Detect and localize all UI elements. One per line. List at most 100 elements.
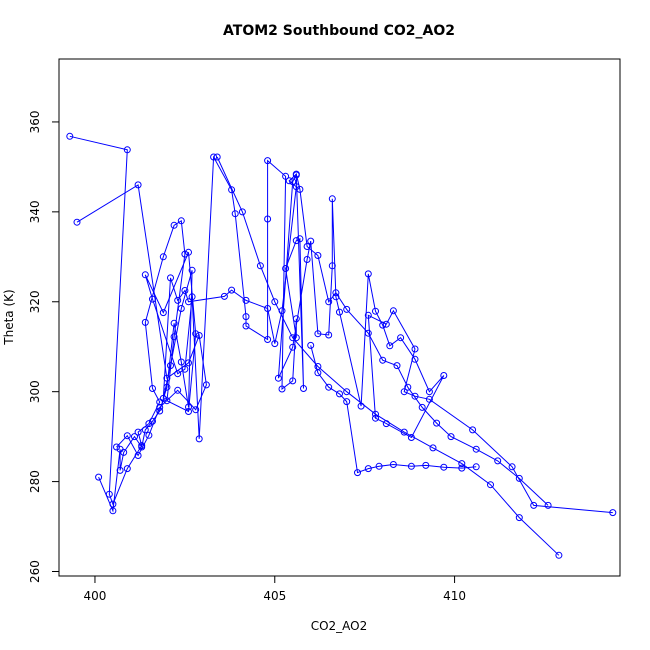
series-line: [76, 184, 207, 457]
data-point: [386, 342, 394, 350]
data-point: [343, 398, 351, 406]
data-point: [472, 445, 480, 453]
y-axis: 260 280 300 320 340 360: [28, 110, 59, 583]
y-tick-label: 360: [28, 110, 42, 133]
data-point: [314, 330, 322, 338]
series-4: [307, 341, 480, 477]
data-point: [440, 372, 448, 379]
y-tick-label: 320: [28, 290, 42, 313]
data-point: [382, 320, 390, 328]
data-point: [181, 250, 189, 258]
data-point: [354, 469, 361, 477]
data-point: [508, 463, 516, 471]
data-point: [364, 465, 372, 473]
data-point: [163, 374, 171, 382]
data-point: [328, 262, 336, 270]
data-point: [141, 426, 149, 434]
data-point: [469, 426, 477, 434]
data-point: [487, 481, 494, 489]
data-point: [494, 457, 502, 465]
series-3: [73, 181, 210, 459]
data-point: [185, 248, 192, 256]
data-point: [303, 243, 311, 250]
data-point: [185, 403, 192, 411]
data-point: [307, 341, 315, 349]
series-line: [69, 135, 613, 514]
data-point: [228, 286, 236, 294]
data-point: [325, 383, 333, 391]
data-point: [411, 355, 419, 363]
data-point: [292, 237, 300, 245]
data-point: [238, 208, 246, 216]
data-point: [375, 462, 383, 470]
data-point: [292, 315, 300, 323]
data-point: [314, 363, 322, 370]
y-tick-label: 300: [28, 380, 42, 403]
x-tick-label: 410: [443, 589, 466, 603]
data-point: [131, 433, 138, 441]
data-point: [364, 329, 372, 337]
data-point: [220, 292, 228, 300]
data-point: [228, 186, 236, 194]
data-point: [289, 343, 297, 351]
data-point: [170, 221, 178, 229]
y-tick-label: 340: [28, 200, 42, 223]
data-point: [177, 305, 185, 312]
data-point: [149, 417, 156, 425]
data-point: [177, 217, 185, 225]
data-point: [156, 403, 164, 411]
data-point: [202, 381, 210, 389]
data-point: [274, 374, 282, 382]
series-1: [66, 132, 617, 517]
data-point: [307, 237, 315, 245]
x-tick-label: 405: [263, 589, 286, 603]
data-point: [174, 386, 182, 394]
data-point: [472, 463, 480, 471]
data-point: [425, 395, 433, 403]
data-point: [242, 296, 250, 304]
data-point: [174, 296, 182, 304]
x-axis: 400 405 410: [84, 576, 466, 603]
data-point: [188, 266, 196, 274]
y-tick-label: 280: [28, 470, 42, 493]
data-point: [213, 153, 221, 161]
data-point: [231, 210, 239, 218]
data-point: [411, 392, 419, 400]
data-point: [289, 377, 297, 385]
data-point: [116, 466, 124, 474]
data-point: [407, 462, 415, 470]
data-point: [515, 514, 523, 522]
data-point: [332, 289, 340, 297]
series-line: [98, 173, 549, 513]
chart-title: ATOM2 Southbound CO2_AO2: [223, 23, 455, 39]
data-point: [185, 408, 192, 415]
plot-area: [66, 132, 617, 559]
data-point: [314, 252, 322, 259]
data-point: [141, 271, 149, 279]
data-point: [379, 321, 387, 329]
series-line: [216, 156, 560, 556]
data-point: [95, 473, 103, 481]
plot-frame: [58, 58, 621, 577]
data-point: [379, 356, 387, 364]
data-point: [458, 464, 466, 472]
data-point: [336, 308, 343, 316]
data-point: [289, 334, 297, 342]
data-point: [285, 177, 293, 185]
data-point: [372, 307, 379, 315]
data-point: [159, 253, 167, 261]
data-point: [145, 431, 153, 439]
data-point: [134, 181, 142, 189]
data-point: [296, 235, 304, 243]
data-point: [242, 322, 250, 330]
data-point: [264, 336, 272, 343]
data-point: [181, 287, 189, 294]
data-point: [393, 362, 401, 370]
data-point: [364, 311, 372, 319]
data-point: [515, 474, 523, 482]
data-point: [141, 318, 149, 326]
y-axis-label: Theta (K): [2, 289, 16, 345]
data-point: [210, 153, 218, 161]
data-point: [163, 397, 171, 405]
